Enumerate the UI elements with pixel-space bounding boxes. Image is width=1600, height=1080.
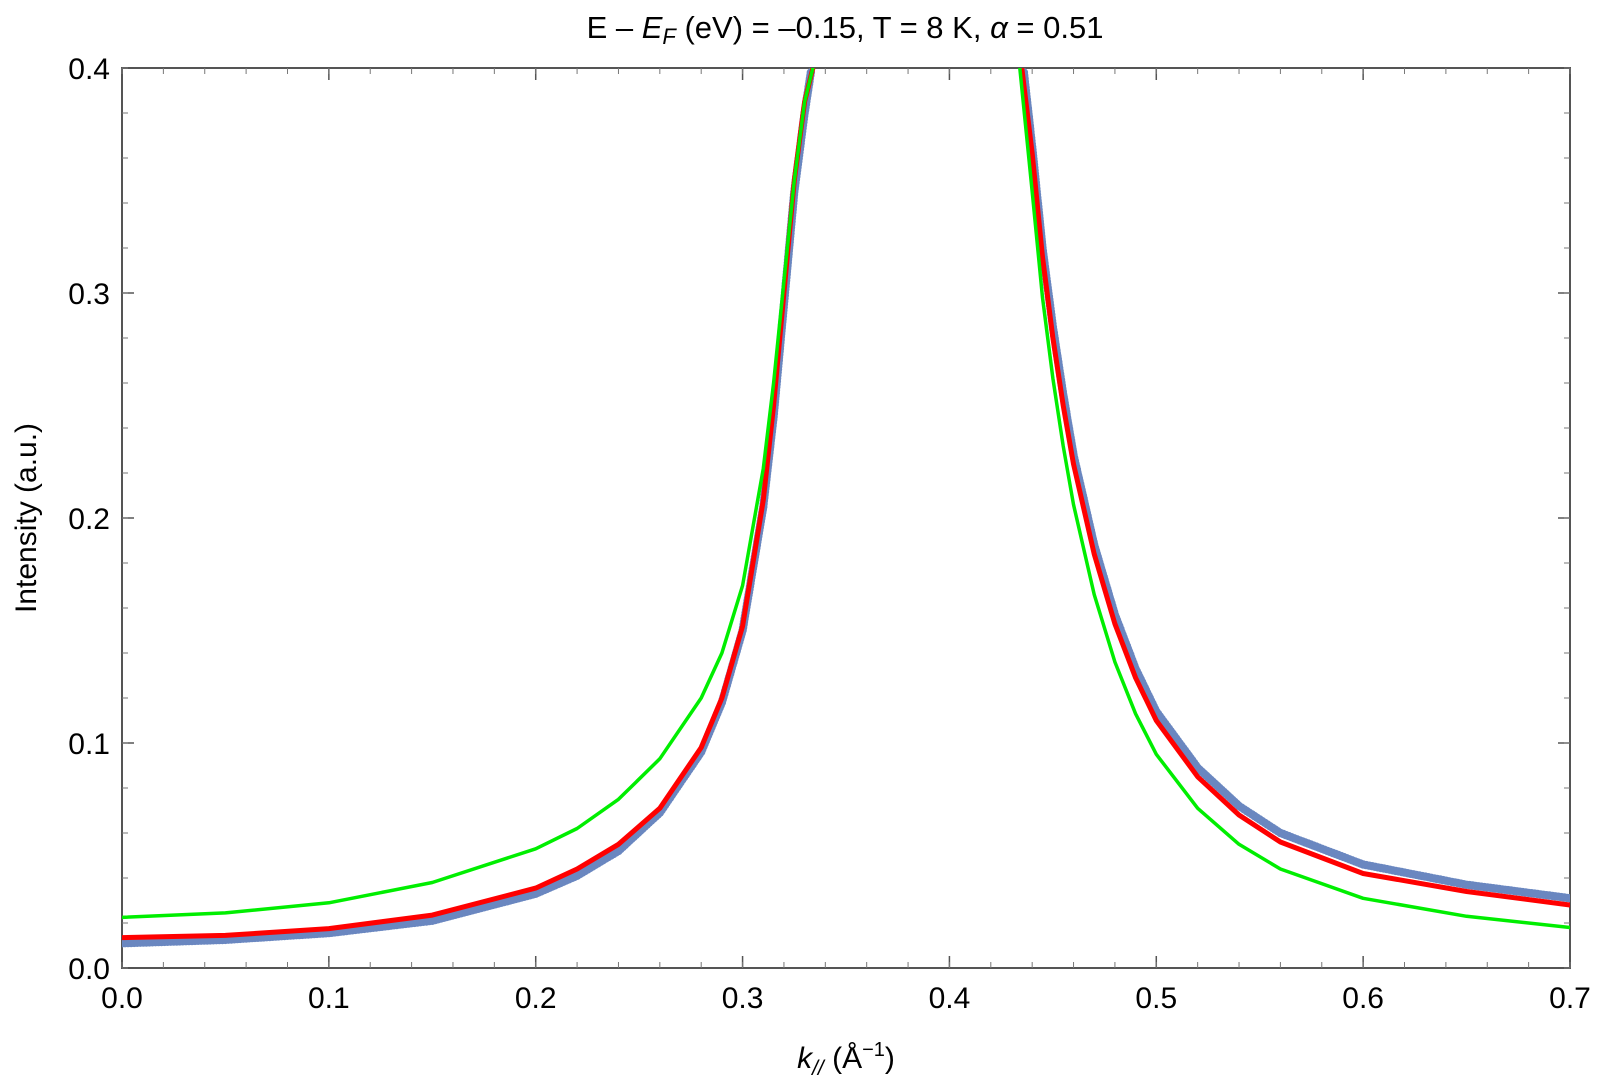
x-axis-title-sub: // <box>810 1057 826 1080</box>
axis-ticks <box>121 67 1571 969</box>
x-tick-label: 0.6 <box>1342 982 1384 1015</box>
chart-title-ef-sub: F <box>662 24 677 49</box>
chart-title-alpha: α <box>990 10 1009 45</box>
series-layer <box>122 68 1570 948</box>
y-tick-label: 0.0 <box>68 953 110 986</box>
x-tick-label: 0.4 <box>929 982 971 1015</box>
series-fit-red-left <box>122 68 816 941</box>
y-tick-label: 0.1 <box>68 728 110 761</box>
x-tick-label: 0.1 <box>308 982 350 1015</box>
chart-title-part-b: (eV) = –0.15, T = 8 K, <box>676 10 990 45</box>
x-tick-label: 0.5 <box>1135 982 1177 1015</box>
series-fit-red-right <box>1019 68 1570 908</box>
series-data-points <box>122 68 1570 948</box>
chart-title-part-c: = 0.51 <box>1008 10 1104 45</box>
x-tick-label: 0.3 <box>722 982 764 1015</box>
chart-title-part-a: E – <box>587 10 642 45</box>
series-fit-green-left <box>122 68 815 920</box>
x-axis-title-unit-close: ) <box>885 1042 895 1075</box>
x-axis-title-unit-sup: −1 <box>862 1039 885 1061</box>
y-axis-title: Intensity (a.u.) <box>10 423 43 613</box>
y-tick-label: 0.2 <box>68 503 110 536</box>
plot-frame <box>121 67 1571 969</box>
data-point <box>1565 894 1570 903</box>
x-tick-label: 0.2 <box>515 982 557 1015</box>
chart-title-ef: E <box>642 10 663 45</box>
x-axis-title-unit: (Å <box>824 1042 862 1075</box>
x-axis-title-k: k <box>797 1042 814 1075</box>
series-fit-green-right <box>1018 68 1570 930</box>
chart-title: E – EF (eV) = –0.15, T = 8 K, α = 0.51 <box>587 10 1104 49</box>
x-tick-label: 0.0 <box>101 982 143 1015</box>
y-tick-label: 0.4 <box>68 53 110 86</box>
y-tick-label: 0.3 <box>68 278 110 311</box>
x-tick-label: 0.7 <box>1549 982 1591 1015</box>
y-tick-labels: 0.0 0.1 0.2 0.3 0.4 <box>68 53 110 986</box>
x-axis-title: k// (Å−1) <box>797 1039 895 1080</box>
x-tick-labels: 0.0 0.1 0.2 0.3 0.4 0.5 0.6 0.7 <box>101 982 1591 1015</box>
